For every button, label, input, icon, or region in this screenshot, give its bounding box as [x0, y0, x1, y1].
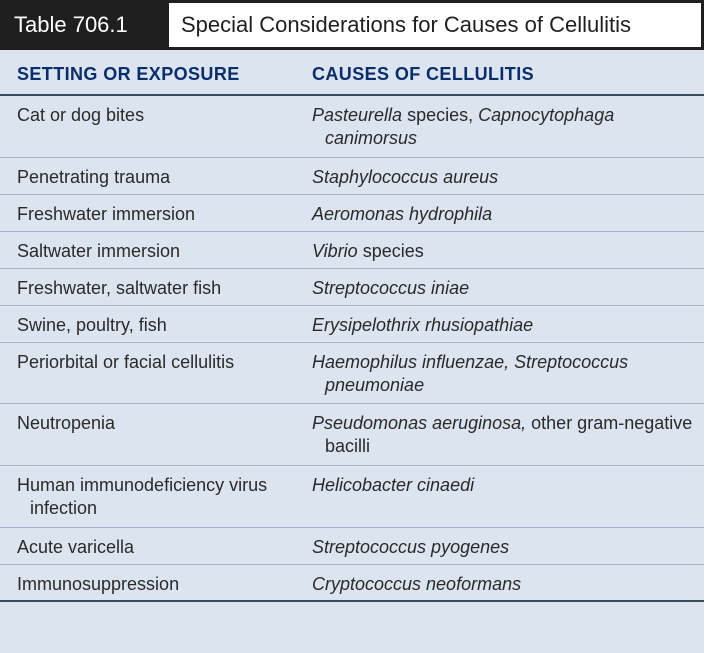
setting-text: Human immunodeficiency virus infection — [17, 475, 268, 518]
cause-cell: Cryptococcus neoformans — [312, 565, 704, 600]
cause-text: Pseudomonas aeruginosa, other gram-negat… — [312, 412, 696, 458]
setting-text: Acute varicella — [17, 537, 135, 557]
cause-text: Aeromonas hydrophila — [312, 203, 696, 226]
table-body: Cat or dog bites Pasteurella species, Cap… — [0, 94, 704, 602]
cause-segment: Streptococcus pyogenes — [312, 537, 510, 557]
cause-segment: other gram-negative bacilli — [325, 413, 693, 456]
setting-cell: Freshwater immersion — [0, 195, 312, 231]
cause-cell: Erysipelothrix rhusiopathiae — [312, 306, 704, 342]
cause-text: Pasteurella species, Capnocytophaga cani… — [312, 104, 696, 150]
table-title-bar: Table 706.1 Special Considerations for C… — [0, 0, 704, 50]
cause-text: Vibrio species — [312, 240, 696, 263]
table-row: Saltwater immersion Vibrio species — [0, 232, 704, 269]
setting-cell: Saltwater immersion — [0, 232, 312, 268]
table-number: Table 706.1 — [14, 12, 128, 37]
table-row: Human immunodeficiency virus infection He… — [0, 466, 704, 528]
cause-segment: Vibrio — [312, 241, 358, 261]
cause-segment: Helicobacter cinaedi — [312, 475, 475, 495]
cause-cell: Haemophilus influenzae, Streptococcus pn… — [312, 343, 704, 403]
table-row: Acute varicella Streptococcus pyogenes — [0, 528, 704, 565]
cause-text: Streptococcus pyogenes — [312, 536, 696, 559]
setting-cell: Freshwater, saltwater fish — [0, 269, 312, 305]
cause-segment: Streptococcus iniae — [312, 278, 470, 298]
cause-cell: Helicobacter cinaedi — [312, 466, 704, 527]
table-row: Periorbital or facial cellulitis Haemophi… — [0, 343, 704, 404]
cause-text: Streptococcus iniae — [312, 277, 696, 300]
column-header-causes: CAUSES OF CELLULITIS — [312, 64, 535, 84]
setting-text: Freshwater, saltwater fish — [17, 278, 222, 298]
cause-segment: species — [357, 241, 424, 261]
setting-text: Penetrating trauma — [17, 167, 171, 187]
setting-text: Swine, poultry, fish — [17, 315, 167, 335]
cause-segment: Capnocytophaga canimorsus — [325, 105, 615, 148]
cause-segment: Pseudomonas aeruginosa, — [312, 413, 527, 433]
setting-cell: Acute varicella — [0, 528, 312, 564]
cause-segment: Erysipelothrix rhusiopathiae — [312, 315, 534, 335]
cause-segment: species, — [402, 105, 479, 125]
table-header-row: SETTING OR EXPOSURE CAUSES OF CELLULITIS — [0, 50, 704, 94]
cause-cell: Streptococcus iniae — [312, 269, 704, 305]
table-row: Freshwater, saltwater fish Streptococcus … — [0, 269, 704, 306]
table-row: Swine, poultry, fish Erysipelothrix rhusi… — [0, 306, 704, 343]
cause-segment: Aeromonas hydrophila — [312, 204, 493, 224]
cause-cell: Pasteurella species, Capnocytophaga cani… — [312, 96, 704, 157]
cause-segment: Staphylococcus aureus — [312, 167, 499, 187]
cause-cell: Pseudomonas aeruginosa, other gram-negat… — [312, 404, 704, 465]
column-header-setting: SETTING OR EXPOSURE — [17, 64, 240, 84]
table-row: Freshwater immersion Aeromonas hydrophila — [0, 195, 704, 232]
setting-cell: Penetrating trauma — [0, 158, 312, 194]
cause-cell: Streptococcus pyogenes — [312, 528, 704, 564]
setting-cell: Cat or dog bites — [0, 96, 312, 157]
cause-cell: Staphylococcus aureus — [312, 158, 704, 194]
table-row: Cat or dog bites Pasteurella species, Cap… — [0, 96, 704, 158]
table-row: Penetrating trauma Staphylococcus aureus — [0, 158, 704, 195]
cause-segment: Cryptococcus neoformans — [312, 574, 522, 594]
setting-cell: Swine, poultry, fish — [0, 306, 312, 342]
setting-cell: Neutropenia — [0, 404, 312, 465]
setting-cell: Human immunodeficiency virus infection — [0, 466, 312, 527]
setting-text: Neutropenia — [17, 413, 116, 433]
table-title: Special Considerations for Causes of Cel… — [169, 3, 701, 47]
table-row: Immunosuppression Cryptococcus neoformans — [0, 565, 704, 602]
setting-text: Cat or dog bites — [17, 105, 145, 125]
setting-cell: Periorbital or facial cellulitis — [0, 343, 312, 403]
cause-text: Staphylococcus aureus — [312, 166, 696, 189]
table-row: Neutropenia Pseudomonas aeruginosa, other… — [0, 404, 704, 466]
cause-text: Haemophilus influenzae, Streptococcus pn… — [312, 351, 696, 397]
setting-text: Periorbital or facial cellulitis — [17, 352, 235, 372]
setting-text: Freshwater immersion — [17, 204, 196, 224]
setting-cell: Immunosuppression — [0, 565, 312, 600]
cause-text: Erysipelothrix rhusiopathiae — [312, 314, 696, 337]
cause-text: Helicobacter cinaedi — [312, 474, 696, 497]
cause-cell: Aeromonas hydrophila — [312, 195, 704, 231]
cause-cell: Vibrio species — [312, 232, 704, 268]
cause-text: Cryptococcus neoformans — [312, 573, 696, 596]
setting-text: Immunosuppression — [17, 574, 180, 594]
cause-segment: Pasteurella — [312, 105, 403, 125]
cause-segment: Haemophilus influenzae, Streptococcus pn… — [312, 352, 629, 395]
setting-text: Saltwater immersion — [17, 241, 181, 261]
